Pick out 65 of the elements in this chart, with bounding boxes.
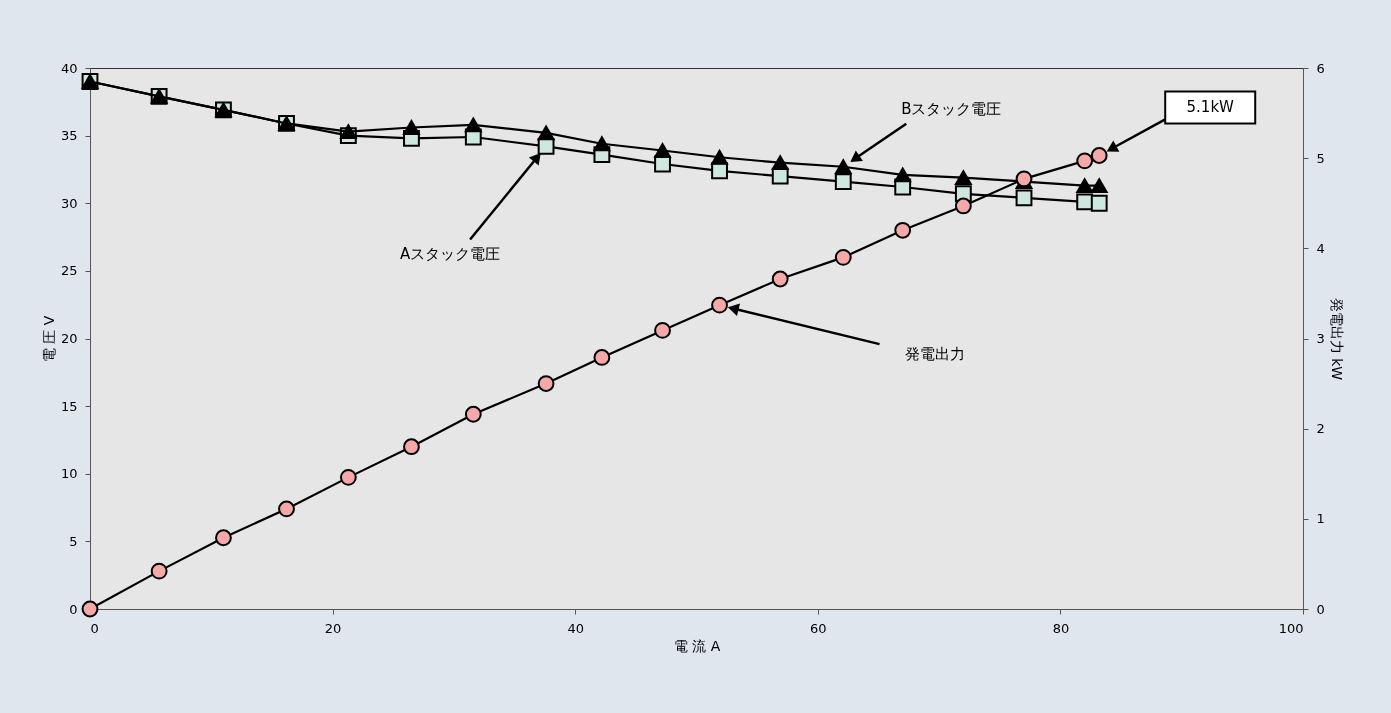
x-axis-title: 電 流 A	[673, 637, 721, 654]
point	[215, 529, 232, 547]
point	[537, 375, 555, 392]
point	[278, 500, 295, 518]
point	[339, 468, 357, 486]
x-tick-label: 100	[1278, 620, 1304, 636]
y-tick-label: 25	[60, 263, 78, 279]
y-tick-label: 35	[60, 128, 78, 144]
y-tick-label: 30	[60, 195, 78, 211]
y2-tick-label: 2	[1316, 421, 1325, 437]
y-tick-label: 15	[60, 398, 78, 414]
point	[403, 120, 420, 135]
point	[834, 248, 852, 266]
y2-tick-label: 5	[1316, 150, 1325, 166]
point	[654, 143, 671, 158]
point	[537, 138, 555, 155]
text: Bスタック電圧	[901, 99, 1002, 118]
annotation: 発電出力	[904, 345, 965, 364]
point	[894, 221, 912, 239]
point	[593, 349, 611, 366]
annotation: 5.1kW	[1186, 98, 1235, 117]
x-tick-label: 0	[90, 620, 99, 636]
y2-axis-title: 発電出力 kW	[1328, 297, 1345, 381]
point	[1090, 178, 1108, 194]
point	[150, 562, 168, 580]
point	[537, 125, 555, 141]
x-tick-label: 20	[324, 620, 342, 636]
y-tick-label: 0	[69, 601, 78, 617]
point	[1076, 178, 1094, 194]
point	[834, 159, 852, 175]
point	[954, 170, 972, 185]
point	[771, 167, 789, 185]
point	[711, 149, 728, 165]
point	[403, 438, 420, 456]
point	[711, 296, 728, 314]
x-tick-label: 80	[1052, 620, 1070, 636]
point	[339, 124, 357, 139]
text: Aスタック電圧	[399, 245, 501, 264]
point	[771, 270, 789, 288]
y2-tick-label: 3	[1316, 331, 1325, 346]
y-tick-label: 20	[60, 331, 78, 346]
point	[1090, 147, 1108, 164]
point	[834, 173, 852, 191]
point	[1076, 193, 1094, 211]
point	[1076, 152, 1094, 170]
y-axis-title: 電 圧 V	[40, 315, 57, 363]
y-tick-label: 5	[69, 533, 78, 549]
point	[464, 117, 482, 133]
y-tick-label: 10	[60, 466, 78, 482]
x-tick-label: 60	[810, 620, 827, 636]
point	[81, 600, 99, 618]
point	[1015, 189, 1033, 207]
point	[894, 167, 912, 183]
point	[464, 405, 482, 423]
y2-tick-label: 6	[1316, 60, 1325, 76]
point	[654, 321, 671, 339]
y2-tick-label: 0	[1316, 601, 1325, 617]
point	[1090, 194, 1108, 212]
point	[954, 197, 972, 215]
y-tick-label: 40	[60, 60, 78, 76]
point	[771, 155, 789, 171]
y2-tick-label: 4	[1316, 240, 1325, 256]
x-tick-label: 40	[567, 620, 584, 636]
point	[593, 136, 611, 152]
y2-tick-label: 1	[1316, 511, 1325, 527]
